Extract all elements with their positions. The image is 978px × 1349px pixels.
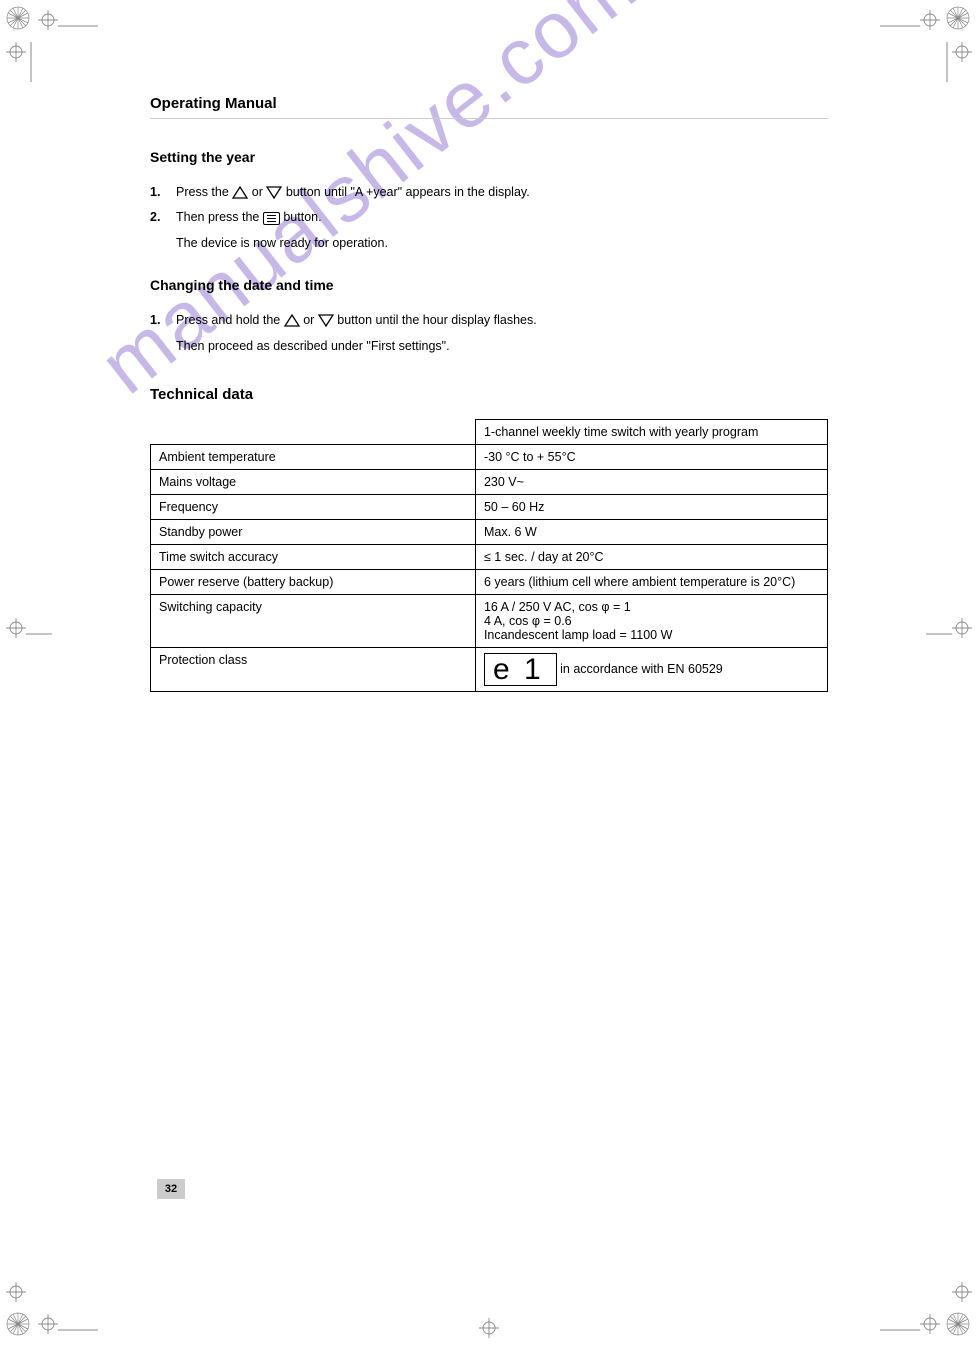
step-2: Then press the button. [150,208,828,227]
crop-mark-icon [479,1318,499,1343]
subtitle-setting-year: Setting the year [150,149,828,165]
crop-mark-icon [6,618,52,643]
subtitle-change-date: Changing the date and time [150,277,828,293]
crop-mark-icon [6,42,26,67]
step-1: Press the or button until "A +year" appe… [150,183,828,202]
crop-mark-icon [38,10,98,35]
triangle-up-icon [232,186,248,199]
table-cell: e 1 in accordance with EN 60529 [475,647,827,692]
tech-data-title: Technical data [150,386,828,403]
crop-mark-icon [6,1312,32,1343]
step-text: Press the [176,185,232,199]
crop-mark-icon [952,1282,972,1307]
change-after-line: Then proceed as described under "First s… [176,337,828,356]
table-row: Frequency 50 – 60 Hz [151,494,828,519]
table-cell: Time switch accuracy [151,544,476,569]
table-row: 1-channel weekly time switch with yearly… [151,419,828,444]
table-row: Mains voltage 230 V~ [151,469,828,494]
cell-text: in accordance with EN 60529 [560,662,723,676]
table-cell: 6 years (lithium cell where ambient temp… [475,569,827,594]
table-cell: Power reserve (battery backup) [151,569,476,594]
cell-line: 16 A / 250 V AC, cos φ = 1 [484,600,819,614]
crop-mark-icon [880,1314,940,1339]
crop-mark-icon [30,42,32,87]
triangle-down-icon [318,314,334,327]
step-text: or [252,185,267,199]
table-row: Switching capacity 16 A / 250 V AC, cos … [151,594,828,647]
section-title: Operating Manual [150,95,277,112]
table-cell: ≤ 1 sec. / day at 20°C [475,544,827,569]
crop-mark-icon [952,42,972,67]
table-cell: 230 V~ [475,469,827,494]
crop-mark-icon [38,1314,98,1339]
table-cell: 1-channel weekly time switch with yearly… [475,419,827,444]
table-cell: Mains voltage [151,469,476,494]
step-text: Then press the [176,210,263,224]
triangle-down-icon [266,186,282,199]
table-row: Protection class e 1 in accordance with … [151,647,828,692]
list-icon [263,212,280,225]
table-row: Time switch accuracy ≤ 1 sec. / day at 2… [151,544,828,569]
cell-line: Incandescent lamp load = 1100 W [484,628,819,642]
step-text: Press and hold the [176,313,284,327]
cell-line: 4 A, cos φ = 0.6 [484,614,819,628]
table-row: Ambient temperature -30 °C to + 55°C [151,444,828,469]
spec-table: 1-channel weekly time switch with yearly… [150,419,828,693]
page-number: 32 [157,1179,185,1199]
table-cell: -30 °C to + 55°C [475,444,827,469]
table-cell: 50 – 60 Hz [475,494,827,519]
table-cell: 16 A / 250 V AC, cos φ = 1 4 A, cos φ = … [475,594,827,647]
crop-mark-icon [6,6,32,37]
step-text: or [303,313,318,327]
steps-list: Press the or button until "A +year" appe… [150,183,828,228]
triangle-up-icon [284,314,300,327]
step-text: button. [283,210,321,224]
crop-mark-icon [946,42,948,87]
ready-line: The device is now ready for operation. [176,234,828,253]
table-cell: Ambient temperature [151,444,476,469]
table-row: Standby power Max. 6 W [151,519,828,544]
crop-mark-icon [6,1282,26,1307]
divider [150,118,828,119]
change-step-1: Press and hold the or button until the h… [150,311,828,330]
step-text: button until the hour display flashes. [337,313,536,327]
crop-mark-icon [926,618,972,643]
table-cell: Switching capacity [151,594,476,647]
crop-mark-icon [880,10,940,35]
table-row: Power reserve (battery backup) 6 years (… [151,569,828,594]
change-steps-list: Press and hold the or button until the h… [150,311,828,330]
e1-symbol-icon: e 1 [484,653,557,687]
table-cell: Standby power [151,519,476,544]
crop-mark-icon [946,6,972,37]
step-text: button until "A +year" appears in the di… [286,185,530,199]
table-cell: Protection class [151,647,476,692]
table-cell: Frequency [151,494,476,519]
page-content: Operating Manual Setting the year Press … [150,95,828,692]
table-cell: Max. 6 W [475,519,827,544]
crop-mark-icon [946,1312,972,1343]
